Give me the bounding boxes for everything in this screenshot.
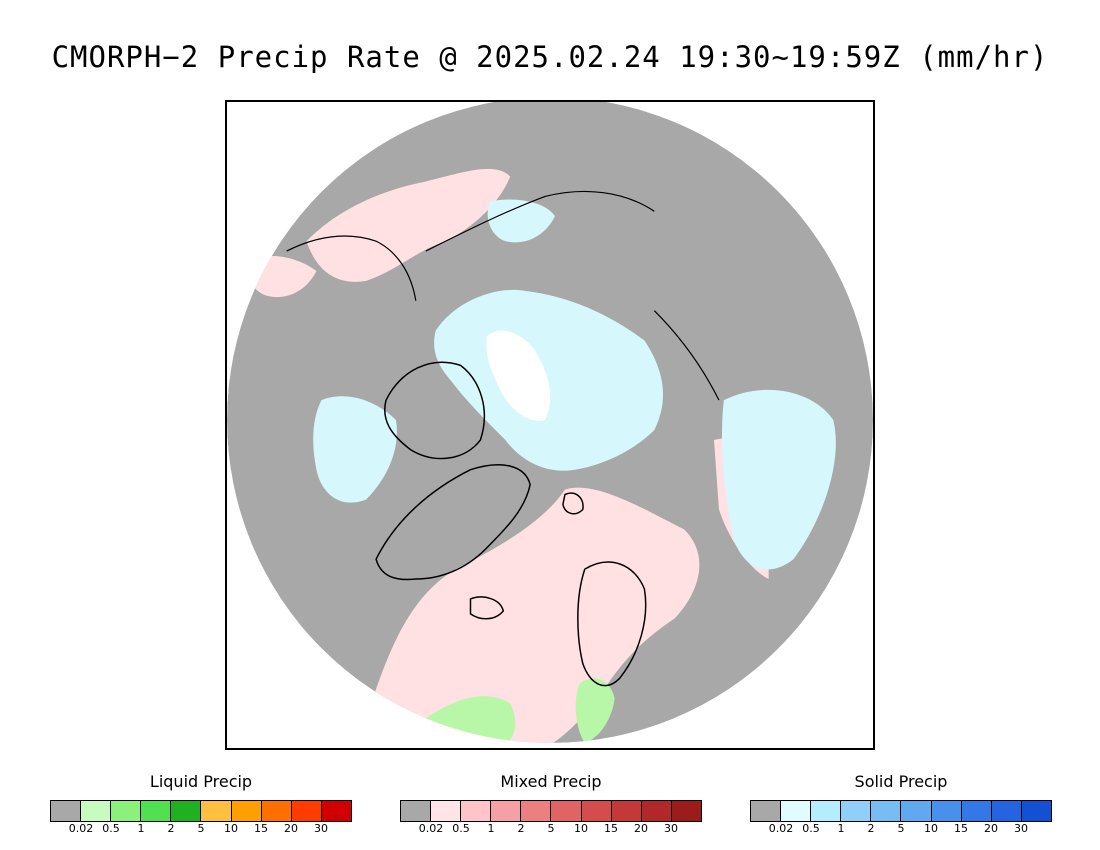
- solid-precip-scandinavia: [721, 389, 836, 570]
- tick-label: 5: [197, 822, 205, 835]
- legend-swatch: [261, 801, 292, 821]
- tick-label: 0.02: [418, 822, 444, 835]
- tick-label: 5: [547, 822, 555, 835]
- legend-swatch: [321, 801, 351, 821]
- tick-label: 15: [954, 822, 968, 835]
- legend-swatch: [611, 801, 642, 821]
- tick-label: 0.5: [102, 822, 120, 835]
- canadian-archipelago: [384, 361, 486, 460]
- tick-label: 20: [634, 822, 648, 835]
- legend-swatch: [141, 801, 172, 821]
- tick-label: 20: [984, 822, 998, 835]
- tick-label: 2: [517, 822, 525, 835]
- legend-liquid-precip: Liquid Precip 0.02 0.5 1 2 5 10 15 20 30: [50, 770, 352, 840]
- tick-label: 0.5: [452, 822, 470, 835]
- solid-precip-canada: [313, 396, 397, 503]
- legend-swatch: [961, 801, 992, 821]
- alaska-coast: [286, 235, 417, 301]
- greenland-landmass: [375, 464, 531, 581]
- tick-label: 2: [867, 822, 875, 835]
- legend-swatch: [81, 801, 112, 821]
- color-scale-bar: [750, 800, 1052, 822]
- color-scale-bar: [400, 800, 702, 822]
- iceland-landmass: [469, 596, 505, 620]
- tick-label: 20: [284, 822, 298, 835]
- mixed-precip-atlantic: [366, 487, 700, 744]
- legend-swatch: [811, 801, 842, 821]
- tick-labels: 0.02 0.5 1 2 5 10 15 20 30: [50, 822, 352, 838]
- legend-swatch: [781, 801, 812, 821]
- tick-label: 1: [487, 822, 495, 835]
- siberian-coast: [425, 190, 655, 252]
- tick-label: 15: [604, 822, 618, 835]
- map-title: CMORPH−2 Precip Rate @ 2025.02.24 19:30~…: [51, 40, 1049, 74]
- legend-mixed-precip: Mixed Precip 0.02 0.5 1 2 5 10 15 20 30: [400, 770, 702, 840]
- legend-swatch: [491, 801, 522, 821]
- legend-swatch: [1021, 801, 1051, 821]
- legend-swatch: [461, 801, 492, 821]
- legend-title: Mixed Precip: [500, 772, 602, 791]
- scandinavia-landmass: [577, 561, 647, 687]
- legend-swatch: [581, 801, 612, 821]
- russia-north-coast: [653, 310, 720, 401]
- tick-label: 10: [224, 822, 238, 835]
- legend-swatch: [641, 801, 672, 821]
- legend-swatch: [841, 801, 872, 821]
- legend-swatch: [291, 801, 322, 821]
- legend-title: Liquid Precip: [149, 772, 253, 791]
- solid-precip-siberia: [487, 199, 555, 243]
- legend-swatch: [171, 801, 202, 821]
- legend-swatch: [671, 801, 701, 821]
- tick-label: 0.5: [802, 822, 820, 835]
- tick-label: 0.02: [768, 822, 794, 835]
- legend-swatch: [401, 801, 432, 821]
- legend-swatch: [111, 801, 142, 821]
- tick-label: 30: [314, 822, 328, 835]
- tick-label: 10: [574, 822, 588, 835]
- svalbard-landmass: [562, 492, 584, 515]
- legend-swatch: [521, 801, 552, 821]
- legend-swatch: [201, 801, 232, 821]
- liquid-precip-baltic: [575, 678, 615, 744]
- ice-white-core: [486, 330, 551, 421]
- legend-swatch: [751, 801, 782, 821]
- legend-title: Solid Precip: [854, 772, 948, 791]
- legend-swatch: [991, 801, 1022, 821]
- tick-label: 1: [137, 822, 145, 835]
- tick-labels: 0.02 0.5 1 2 5 10 15 20 30: [400, 822, 702, 838]
- polar-precip-map: [225, 100, 875, 750]
- tick-label: 2: [167, 822, 175, 835]
- legend-swatch: [901, 801, 932, 821]
- tick-label: 0.02: [68, 822, 94, 835]
- tick-label: 5: [897, 822, 905, 835]
- tick-label: 30: [1014, 822, 1028, 835]
- tick-label: 15: [254, 822, 268, 835]
- tick-label: 1: [837, 822, 845, 835]
- legend-swatch: [431, 801, 462, 821]
- mixed-precip-siberia-west: [306, 168, 511, 282]
- legend-swatch: [871, 801, 902, 821]
- legend-swatch: [931, 801, 962, 821]
- legend-solid-precip: Solid Precip 0.02 0.5 1 2 5 10 15 20 30: [750, 770, 1052, 840]
- legend-swatch: [51, 801, 82, 821]
- tick-labels: 0.02 0.5 1 2 5 10 15 20 30: [750, 822, 1052, 838]
- tick-label: 30: [664, 822, 678, 835]
- tick-label: 10: [924, 822, 938, 835]
- legend-swatch: [231, 801, 262, 821]
- legend-swatch: [551, 801, 582, 821]
- color-scale-bar: [50, 800, 352, 822]
